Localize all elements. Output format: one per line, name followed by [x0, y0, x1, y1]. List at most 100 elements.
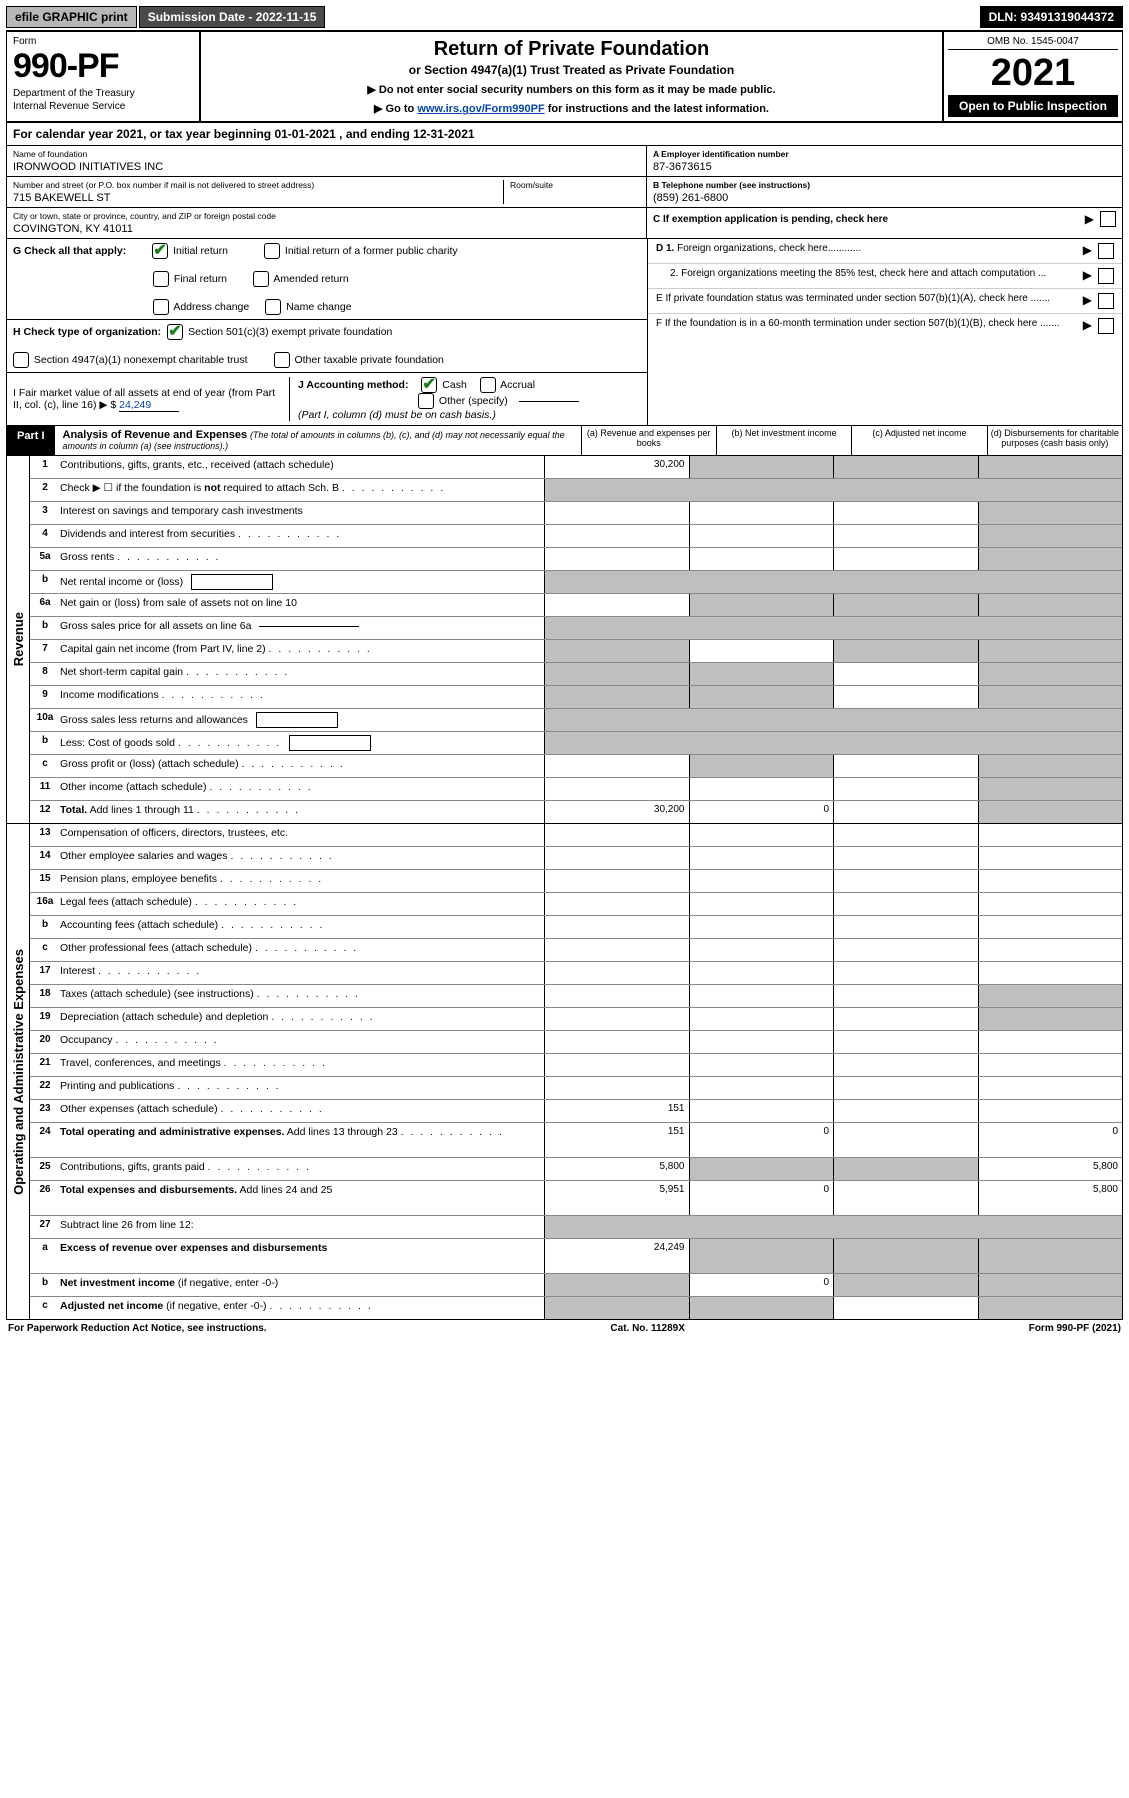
cell: [544, 617, 1122, 639]
cell-d: [978, 1077, 1123, 1099]
row-cells: [544, 502, 1122, 524]
arrow-icon: ▶: [1085, 212, 1094, 226]
row-label: Capital gain net income (from Part IV, l…: [60, 640, 544, 662]
cell-d: [978, 801, 1123, 823]
cell-c: [833, 1054, 978, 1076]
initial-return-checkbox[interactable]: [152, 243, 168, 259]
submission-date: Submission Date - 2022-11-15: [139, 6, 326, 28]
part1-title: Analysis of Revenue and Expenses: [63, 429, 248, 441]
cash-basis-note: (Part I, column (d) must be on cash basi…: [298, 409, 496, 421]
f-checkbox[interactable]: [1098, 318, 1114, 334]
row-label: Gross rents: [60, 548, 544, 570]
d1-label: Foreign organizations, check here.......…: [677, 243, 861, 254]
d2-checkbox[interactable]: [1098, 268, 1114, 284]
cell-d: [978, 548, 1123, 570]
name-change-checkbox[interactable]: [265, 299, 281, 315]
fmv-value: 24,249: [119, 399, 179, 412]
initial-former-checkbox[interactable]: [264, 243, 280, 259]
row-cells: [544, 548, 1122, 570]
cell-c: [833, 824, 978, 846]
row-number: 15: [30, 870, 60, 892]
row-label: Compensation of officers, directors, tru…: [60, 824, 544, 846]
accrual-checkbox[interactable]: [480, 377, 496, 393]
table-row: 19Depreciation (attach schedule) and dep…: [30, 1008, 1122, 1031]
form-header: Form 990-PF Department of the Treasury I…: [6, 30, 1123, 123]
cell-c: [833, 548, 978, 570]
goto-link-line: ▶ Go to www.irs.gov/Form990PF for instru…: [207, 102, 936, 115]
cell-c: [833, 939, 978, 961]
final-return-checkbox[interactable]: [153, 271, 169, 287]
cell-d: [978, 640, 1123, 662]
row-cells: [544, 709, 1122, 731]
form-subtitle: or Section 4947(a)(1) Trust Treated as P…: [207, 63, 936, 77]
row-number: 10a: [30, 709, 60, 731]
col-a-header: (a) Revenue and expenses per books: [581, 426, 716, 455]
row-number: 11: [30, 778, 60, 800]
cell-d: [978, 1239, 1123, 1273]
address-change-checkbox[interactable]: [153, 299, 169, 315]
row-cells: [544, 479, 1122, 501]
address-label: Number and street (or P.O. box number if…: [13, 180, 503, 190]
e-label: E If private foundation status was termi…: [656, 293, 1077, 304]
row-cells: 30,200: [544, 456, 1122, 478]
room-label: Room/suite: [510, 180, 640, 190]
goto-post: for instructions and the latest informat…: [545, 103, 769, 115]
cell-b: [689, 985, 834, 1007]
row-label: Contributions, gifts, grants, etc., rece…: [60, 456, 544, 478]
cell-a: [544, 916, 689, 938]
amended-return-checkbox[interactable]: [253, 271, 269, 287]
cell: [544, 571, 1122, 593]
opex-section: Operating and Administrative Expenses 13…: [6, 824, 1123, 1320]
cell-a: [544, 548, 689, 570]
d1-checkbox[interactable]: [1098, 243, 1114, 259]
cell-a: [544, 1297, 689, 1319]
cash-checkbox[interactable]: [421, 377, 437, 393]
omb-number: OMB No. 1545-0047: [948, 36, 1118, 50]
other-taxable-checkbox[interactable]: [274, 352, 290, 368]
row-number: c: [30, 939, 60, 961]
col-c-header: (c) Adjusted net income: [851, 426, 986, 455]
row-label: Income modifications: [60, 686, 544, 708]
irs-link[interactable]: www.irs.gov/Form990PF: [417, 103, 544, 115]
row-label: Total expenses and disbursements. Add li…: [60, 1181, 544, 1215]
row-label: Adjusted net income (if negative, enter …: [60, 1297, 544, 1319]
row-number: b: [30, 732, 60, 754]
cell-b: [689, 962, 834, 984]
cell-b: [689, 1297, 834, 1319]
form-ref: Form 990-PF (2021): [1029, 1323, 1121, 1334]
row-label: Occupancy: [60, 1031, 544, 1053]
row-number: 17: [30, 962, 60, 984]
catalog-number: Cat. No. 11289X: [610, 1323, 684, 1334]
cell-c: [833, 1008, 978, 1030]
row-number: b: [30, 617, 60, 639]
table-row: 21Travel, conferences, and meetings: [30, 1054, 1122, 1077]
row-cells: [544, 594, 1122, 616]
table-row: 7Capital gain net income (from Part IV, …: [30, 640, 1122, 663]
row-number: 21: [30, 1054, 60, 1076]
cell-b: [689, 847, 834, 869]
table-row: bNet investment income (if negative, ent…: [30, 1274, 1122, 1297]
cell-d: [978, 1054, 1123, 1076]
cell-c: [833, 916, 978, 938]
table-row: 17Interest: [30, 962, 1122, 985]
cell-a: [544, 686, 689, 708]
4947-label: Section 4947(a)(1) nonexempt charitable …: [34, 354, 248, 366]
cell-a: [544, 893, 689, 915]
info-grid: Name of foundation IRONWOOD INITIATIVES …: [6, 146, 1123, 239]
table-row: 24Total operating and administrative exp…: [30, 1123, 1122, 1158]
efile-button[interactable]: efile GRAPHIC print: [6, 6, 137, 28]
cell-b: [689, 1239, 834, 1273]
paperwork-notice: For Paperwork Reduction Act Notice, see …: [8, 1323, 267, 1334]
e-checkbox[interactable]: [1098, 293, 1114, 309]
4947-checkbox[interactable]: [13, 352, 29, 368]
table-row: 15Pension plans, employee benefits: [30, 870, 1122, 893]
cell-c: [833, 985, 978, 1007]
city-value: COVINGTON, KY 41011: [13, 223, 640, 235]
row-number: 8: [30, 663, 60, 685]
arrow-icon: ▶: [1083, 293, 1092, 307]
exemption-checkbox[interactable]: [1100, 211, 1116, 227]
other-method-checkbox[interactable]: [418, 393, 434, 409]
row-label: Legal fees (attach schedule): [60, 893, 544, 915]
arrow-icon: ▶: [1083, 243, 1092, 257]
501c3-checkbox[interactable]: [167, 324, 183, 340]
